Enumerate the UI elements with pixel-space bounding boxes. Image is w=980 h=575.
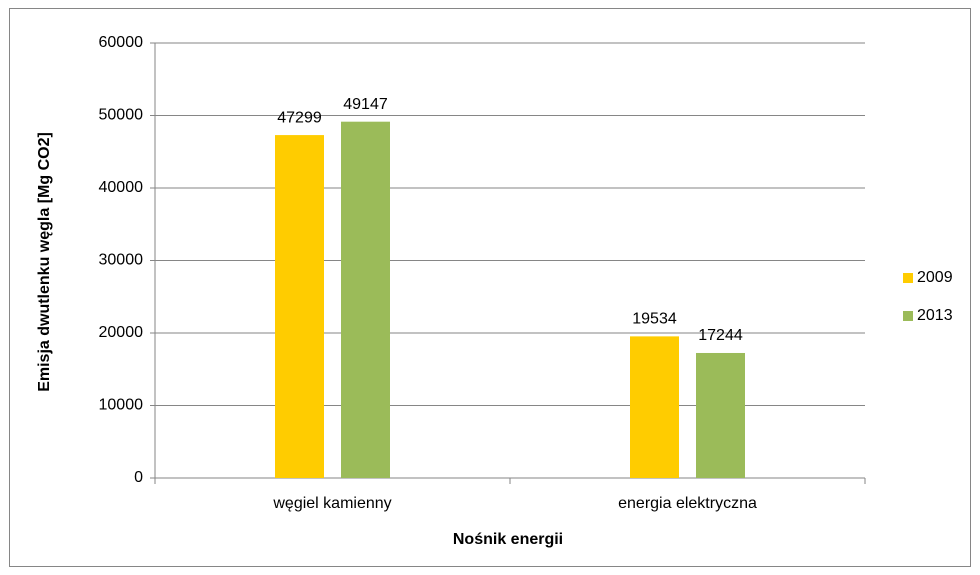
bar xyxy=(275,135,324,478)
x-tick-label: energia elektryczna xyxy=(618,495,757,512)
data-label: 19534 xyxy=(632,311,677,328)
chart-border xyxy=(9,8,971,567)
legend-swatch xyxy=(903,311,913,321)
data-label: 47299 xyxy=(277,109,322,126)
y-axis-title: Emisja dwutlenku węgla [Mg CO2] xyxy=(36,132,53,392)
y-tick-label: 40000 xyxy=(99,179,144,196)
y-tick-label: 20000 xyxy=(99,324,144,341)
y-tick-label: 10000 xyxy=(99,397,144,414)
data-label: 17244 xyxy=(698,327,743,344)
bar xyxy=(630,336,679,478)
legend-label: 2013 xyxy=(917,307,953,324)
y-tick-label: 60000 xyxy=(99,34,144,51)
y-tick-label: 50000 xyxy=(99,107,144,124)
y-tick-label: 0 xyxy=(134,469,143,486)
bar xyxy=(696,352,745,478)
data-label: 49147 xyxy=(343,96,388,113)
bar xyxy=(341,121,390,478)
x-axis-title: Nośnik energii xyxy=(453,531,563,548)
legend-label: 2009 xyxy=(917,269,953,286)
legend-swatch xyxy=(903,273,913,283)
y-tick-label: 30000 xyxy=(99,252,144,269)
x-tick-label: węgiel kamienny xyxy=(272,495,391,512)
